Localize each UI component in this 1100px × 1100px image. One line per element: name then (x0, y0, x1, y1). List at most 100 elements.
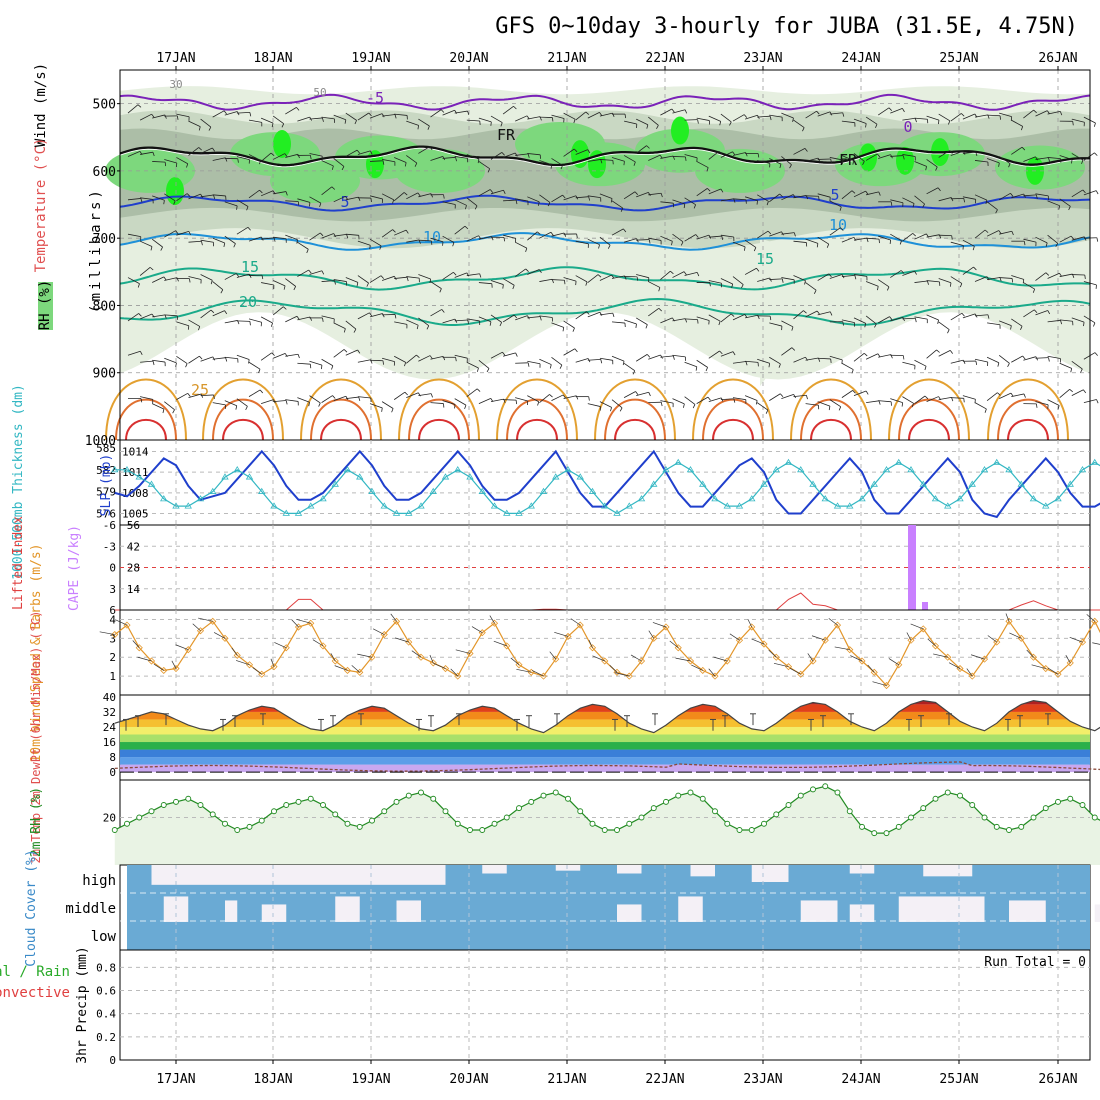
wind-barb (902, 154, 916, 157)
wind-barb (442, 235, 455, 243)
wind-barb (744, 239, 757, 248)
wind-barb (224, 320, 238, 324)
wind-barb (1023, 109, 1034, 119)
rh-tick-label: 20 (103, 812, 116, 825)
contour-label: 30 (169, 78, 182, 91)
wind-barb (272, 115, 284, 125)
wind-barb (474, 205, 478, 210)
thickness-point (870, 480, 878, 487)
wind-barb (514, 152, 518, 157)
wind-barb (720, 398, 734, 401)
thickness-tick-label: 585 (96, 442, 116, 455)
wind-barb (878, 354, 891, 358)
rh-point (234, 827, 241, 833)
thickness-point (1078, 466, 1087, 473)
wind-barb (270, 658, 275, 667)
wind-barb (478, 161, 490, 170)
wind-speed-point (944, 653, 952, 661)
temperature-contour-warm (496, 378, 578, 441)
temp-tick-label: 16 (103, 736, 116, 749)
wind-barb (537, 401, 540, 406)
wind-barb (464, 225, 469, 230)
wind-barb (805, 110, 817, 119)
wind-barb (466, 119, 480, 122)
rh-point (516, 805, 522, 812)
wind-barb (296, 315, 300, 320)
wind-barb (430, 402, 444, 404)
wind-barb (285, 399, 299, 402)
wind-speed-point (258, 670, 266, 678)
wind-barb (466, 197, 478, 207)
wind-barb (708, 314, 721, 322)
wind-barb (236, 205, 238, 210)
wind-barb (684, 109, 688, 114)
wind-barb (1011, 275, 1024, 280)
temperature-contour-warm (614, 418, 656, 441)
wind-barb (406, 155, 418, 164)
wind-barb (550, 232, 554, 236)
wind-barb (914, 395, 926, 404)
wind-barb (829, 227, 841, 236)
wind-barb (502, 314, 515, 323)
wind-barb (224, 400, 237, 407)
wind-barb (430, 193, 433, 198)
wind-speed-point (331, 657, 339, 665)
wind-barb (599, 312, 603, 316)
wind-barb (357, 275, 369, 284)
wind-barb (490, 398, 504, 403)
wind-barb (187, 325, 190, 330)
wind-barb (614, 672, 630, 677)
thickness-point (588, 487, 597, 494)
wind-barb (950, 113, 962, 122)
wind-barb (152, 403, 165, 410)
wind-barb (357, 653, 373, 658)
wind-barb (538, 269, 542, 274)
rh-point (712, 808, 718, 815)
wind-barb (744, 114, 758, 120)
cape-tick-label: 28 (127, 562, 140, 575)
wind-barb (781, 112, 794, 119)
temperature-contour-warm (987, 378, 1069, 441)
wind-barb (986, 158, 1000, 164)
wind-barb (127, 350, 141, 356)
wind-barb (888, 107, 893, 111)
wind-barb (974, 194, 988, 201)
wind-barb (281, 123, 285, 128)
wind-barb (684, 396, 696, 405)
wind-barb (781, 232, 795, 235)
wind-barb (599, 357, 613, 361)
wind-barb (273, 153, 285, 160)
wind-barb (381, 401, 394, 409)
wind-barb (720, 313, 732, 323)
wind-barb (691, 664, 703, 671)
wind-barb (669, 640, 679, 649)
wind-barb (140, 351, 143, 355)
wind-barb (1083, 352, 1096, 360)
wind-barb (793, 147, 806, 155)
wind-barb (890, 201, 893, 206)
precip-tick-label: 0.8 (96, 961, 116, 974)
wind-barb (356, 149, 360, 154)
thickness-point (1005, 466, 1013, 473)
wind-speed-point (307, 619, 315, 627)
wind-barb (817, 236, 829, 245)
date-tick-label: 17JAN (156, 1072, 195, 1087)
wind-barb (708, 668, 716, 677)
wind-barb (671, 241, 673, 246)
wind-barb (660, 108, 673, 116)
rh-point (271, 808, 277, 815)
rh-point (1030, 814, 1037, 821)
rh-point (565, 795, 571, 802)
temperature-contour-warm (1007, 418, 1049, 441)
wind-barb (853, 390, 867, 397)
wind-barb (901, 402, 904, 407)
wind-barb (212, 281, 224, 291)
wind-barb (466, 388, 478, 397)
thickness-point (723, 502, 731, 509)
wind-barb (1092, 642, 1100, 645)
wind-barb (961, 312, 965, 317)
wind-barb (720, 278, 733, 285)
wind-barb (1081, 160, 1084, 165)
wind-barb (273, 236, 287, 240)
